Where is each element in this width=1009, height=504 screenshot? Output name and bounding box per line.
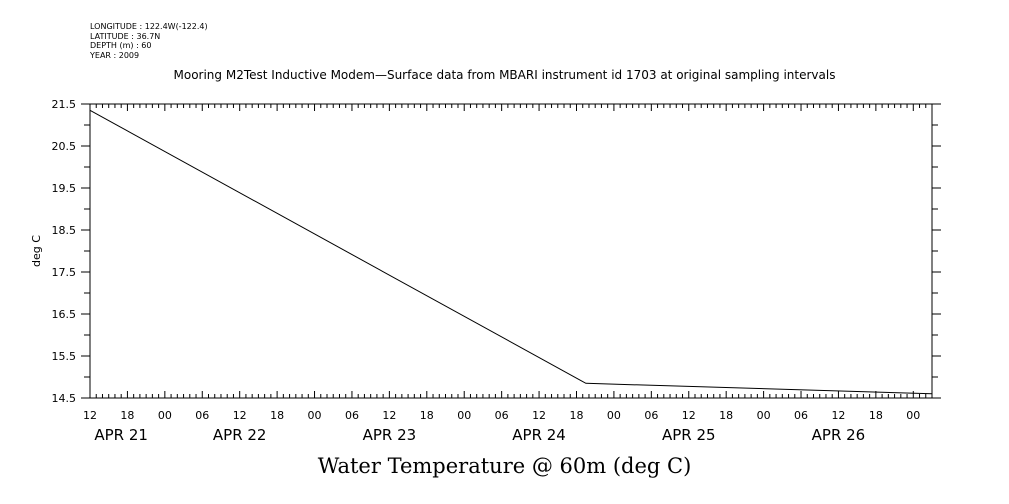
station-info: LONGITUDE : 122.4W(-122.4) LATITUDE : 36…: [90, 22, 208, 60]
longitude-label: LONGITUDE : 122.4W(-122.4): [90, 22, 208, 31]
x-day-label: APR 25: [662, 426, 716, 444]
x-day-label: APR 22: [213, 426, 267, 444]
x-tick-label: 18: [270, 409, 284, 422]
x-tick-label: 06: [644, 409, 658, 422]
x-day-label: APR 21: [94, 426, 148, 444]
axis-ticks: [81, 103, 941, 399]
x-day-label: APR 23: [363, 426, 417, 444]
x-tick-label: 12: [382, 409, 396, 422]
series-line: [89, 109, 933, 395]
x-tick-label: 06: [345, 409, 359, 422]
x-tick-label: 12: [532, 409, 546, 422]
x-tick-label: 18: [420, 409, 434, 422]
y-tick-label: 20.5: [52, 140, 77, 153]
latitude-label: LATITUDE : 36.7N: [90, 31, 161, 41]
y-tick-label: 18.5: [52, 224, 77, 237]
x-tick-label: 12: [83, 409, 97, 422]
x-tick-label: 00: [457, 409, 471, 422]
x-day-label: APR 24: [512, 426, 566, 444]
y-tick-label: 16.5: [52, 308, 77, 321]
y-tick-label: 14.5: [52, 392, 77, 405]
y-tick-label: 17.5: [52, 266, 77, 279]
x-tick-label: 12: [831, 409, 845, 422]
x-tick-label: 18: [569, 409, 583, 422]
x-day-label: APR 26: [812, 426, 866, 444]
year-label: YEAR : 2009: [90, 50, 140, 60]
axis-labels: 21.5 20.5 19.5 18.5 17.5 16.5 15.5 14.5 12 18 00 06…: [52, 98, 921, 444]
series-layer: [89, 109, 933, 395]
x-axis-title: Water Temperature @ 60m (deg C): [317, 454, 692, 478]
y-axis-title: deg C: [30, 235, 43, 267]
x-tick-label: 18: [869, 409, 883, 422]
x-tick-label: 18: [120, 409, 134, 422]
chart-title: Mooring M2Test Inductive Modem—Surface d…: [173, 68, 836, 82]
x-tick-label: 12: [682, 409, 696, 422]
y-tick-label: 21.5: [52, 98, 77, 111]
x-tick-label: 00: [308, 409, 322, 422]
depth-label: DEPTH (m) : 60: [90, 41, 152, 50]
x-tick-label: 00: [757, 409, 771, 422]
x-tick-label: 06: [495, 409, 509, 422]
x-tick-label: 00: [607, 409, 621, 422]
x-tick-label: 00: [906, 409, 920, 422]
x-tick-label: 12: [233, 409, 247, 422]
plot-frame: [89, 103, 933, 399]
y-tick-label: 15.5: [52, 350, 77, 363]
y-tick-label: 19.5: [52, 182, 77, 195]
x-tick-label: 18: [719, 409, 733, 422]
x-tick-label: 06: [195, 409, 209, 422]
x-tick-label: 00: [158, 409, 172, 422]
x-tick-label: 06: [794, 409, 808, 422]
